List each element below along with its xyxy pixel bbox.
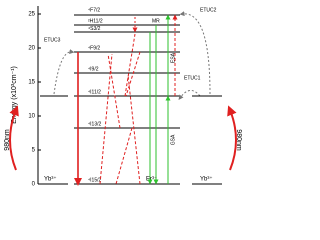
ion-label: Er³⁺ [146, 176, 157, 183]
tick-label: 10 [28, 114, 35, 120]
ion-label: Yb³⁺ [44, 176, 57, 183]
tick-label: 0 [32, 182, 36, 188]
ion-label: Yb³⁺ [200, 176, 213, 183]
axis-label: Energy (x10³cm⁻¹) [11, 66, 18, 124]
tick-label: 20 [28, 46, 35, 52]
level-label: ²H11/2 [88, 18, 103, 24]
level-label: ⁴F7/2 [88, 7, 100, 13]
process-label: GSA [170, 134, 176, 145]
pump-arrow [9, 105, 19, 171]
energy-transfer [178, 90, 201, 101]
energy-transfer [179, 11, 211, 95]
energy-transfer [53, 49, 75, 95]
er-levels: ⁴F7/2 ²H11/2 ⁴S3/2 ⁴F9/2 ⁴I9/2 ⁴I11/2 ⁴I… [74, 7, 180, 185]
level-label: ⁴I13/2 [88, 121, 101, 127]
process-label: ESA [170, 52, 176, 63]
transfer-path [99, 33, 141, 185]
level-label: ⁴I9/2 [88, 66, 99, 72]
level-label: ⁴S3/2 [88, 26, 101, 32]
level-label: ⁴I15/2 [88, 177, 101, 183]
axis: Energy (x10³cm⁻¹) 0 5 10 15 20 25 [11, 6, 41, 188]
pump-arrow [227, 105, 237, 171]
level-label: ⁴I11/2 [88, 89, 101, 95]
excitation-label: 980nm [4, 129, 11, 151]
tick-label: 5 [32, 148, 36, 154]
tick-label: 25 [28, 12, 35, 18]
process-label: ETUC2 [200, 7, 217, 13]
level-label: ⁴F9/2 [88, 45, 100, 51]
tick-label: 15 [28, 80, 35, 86]
process-label: ETUC3 [44, 37, 61, 43]
process-label: MR [152, 18, 160, 24]
excitation-label: 980nm [235, 129, 242, 151]
process-label: ETUC1 [184, 75, 201, 81]
